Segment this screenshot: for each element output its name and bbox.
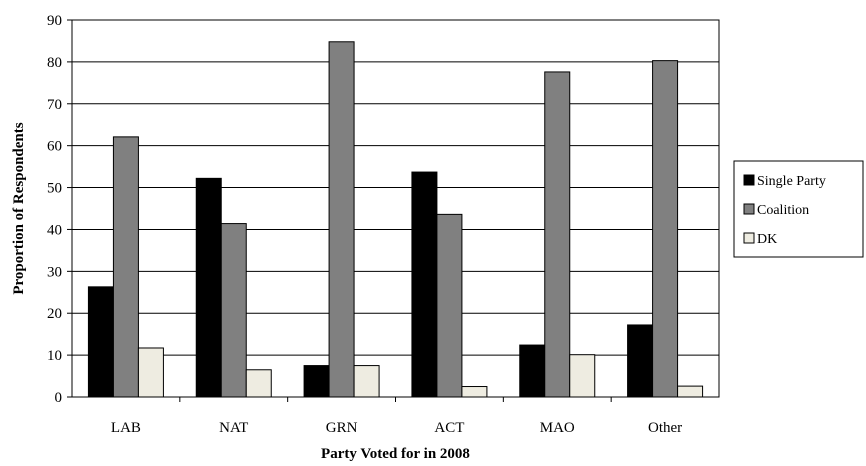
bar-dk-mao xyxy=(569,354,596,398)
x-axis-ticks: LAB NAT GRN ACT MAO Other xyxy=(111,397,682,436)
x-axis-title: Party Voted for in 2008 xyxy=(321,446,470,462)
bar-single-party-grn xyxy=(303,365,330,398)
legend-swatch xyxy=(743,232,755,244)
y-tick-label: 70 xyxy=(47,97,62,113)
y-tick-label: 90 xyxy=(47,13,62,29)
x-tick-label: LAB xyxy=(111,420,141,436)
bar-dk-act xyxy=(461,386,488,398)
gridlines xyxy=(72,61,719,356)
bar-single-party-lab xyxy=(87,286,114,398)
legend-label: Single Party xyxy=(757,174,826,189)
legend: Single Party Coalition DK xyxy=(733,160,864,258)
y-tick-label: 10 xyxy=(47,348,62,364)
bar-dk-nat xyxy=(245,369,272,398)
y-tick-label: 80 xyxy=(47,55,62,71)
bar-dk-lab xyxy=(137,347,164,398)
x-tick-label: NAT xyxy=(219,420,248,436)
legend-items: Single Party Coalition DK xyxy=(743,174,826,247)
x-tick-label: Other xyxy=(648,420,682,436)
bar-single-party-other xyxy=(627,324,654,398)
bar-single-party-nat xyxy=(195,177,222,398)
y-axis-title: Proportion of Respondents xyxy=(11,122,27,294)
legend-swatch xyxy=(743,174,755,186)
bar-coalition-grn xyxy=(328,41,355,398)
y-tick-label: 0 xyxy=(55,390,63,406)
bar-coalition-act xyxy=(436,213,463,398)
y-tick-label: 40 xyxy=(47,222,62,238)
y-tick-label: 60 xyxy=(47,139,62,155)
x-tick-label: GRN xyxy=(326,420,358,436)
bars xyxy=(87,41,704,398)
x-tick-label: MAO xyxy=(540,420,575,436)
bar-coalition-lab xyxy=(112,136,139,398)
y-axis-ticks: 0 10 20 30 40 50 60 70 80 90 xyxy=(47,13,72,406)
bar-dk-other xyxy=(677,385,704,398)
legend-label: Coalition xyxy=(757,203,809,218)
legend-box xyxy=(733,160,864,258)
plot-area-border xyxy=(71,19,720,398)
y-tick-label: 30 xyxy=(47,264,62,280)
legend-swatch xyxy=(743,203,755,215)
y-tick-label: 50 xyxy=(47,181,62,197)
bar-coalition-other xyxy=(652,60,679,398)
y-tick-label: 20 xyxy=(47,306,62,322)
legend-label: DK xyxy=(757,232,777,247)
bar-single-party-act xyxy=(411,171,438,398)
bar-single-party-mao xyxy=(519,344,546,398)
bar-coalition-mao xyxy=(544,71,571,398)
bar-coalition-nat xyxy=(220,223,247,398)
x-tick-label: ACT xyxy=(434,420,464,436)
bar-dk-grn xyxy=(353,365,380,398)
